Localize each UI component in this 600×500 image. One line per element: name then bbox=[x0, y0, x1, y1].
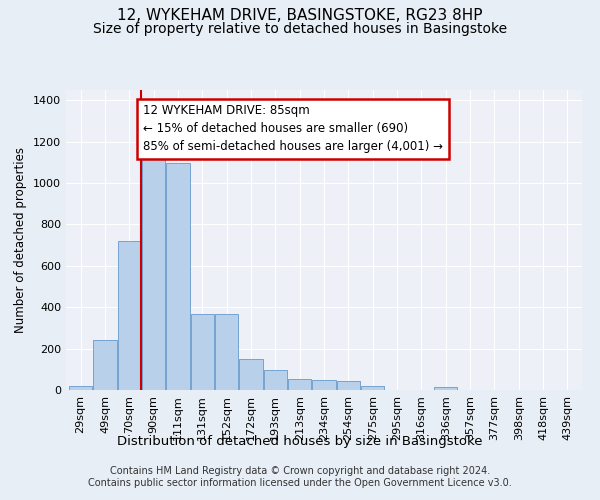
Bar bbox=[361, 386, 384, 390]
Bar bbox=[434, 388, 457, 390]
Text: Size of property relative to detached houses in Basingstoke: Size of property relative to detached ho… bbox=[93, 22, 507, 36]
Bar bbox=[264, 370, 287, 390]
Text: 12 WYKEHAM DRIVE: 85sqm
← 15% of detached houses are smaller (690)
85% of semi-d: 12 WYKEHAM DRIVE: 85sqm ← 15% of detache… bbox=[143, 104, 443, 154]
Bar bbox=[118, 241, 141, 390]
Bar bbox=[337, 380, 360, 390]
Text: Contains HM Land Registry data © Crown copyright and database right 2024.
Contai: Contains HM Land Registry data © Crown c… bbox=[88, 466, 512, 487]
Y-axis label: Number of detached properties: Number of detached properties bbox=[14, 147, 28, 333]
Bar bbox=[191, 314, 214, 390]
Bar bbox=[239, 359, 263, 390]
Bar bbox=[166, 164, 190, 390]
Bar bbox=[142, 158, 165, 390]
Text: Distribution of detached houses by size in Basingstoke: Distribution of detached houses by size … bbox=[117, 435, 483, 448]
Bar bbox=[215, 314, 238, 390]
Bar bbox=[313, 380, 335, 390]
Bar bbox=[288, 378, 311, 390]
Bar bbox=[69, 386, 92, 390]
Bar bbox=[94, 340, 116, 390]
Text: 12, WYKEHAM DRIVE, BASINGSTOKE, RG23 8HP: 12, WYKEHAM DRIVE, BASINGSTOKE, RG23 8HP bbox=[117, 8, 483, 22]
